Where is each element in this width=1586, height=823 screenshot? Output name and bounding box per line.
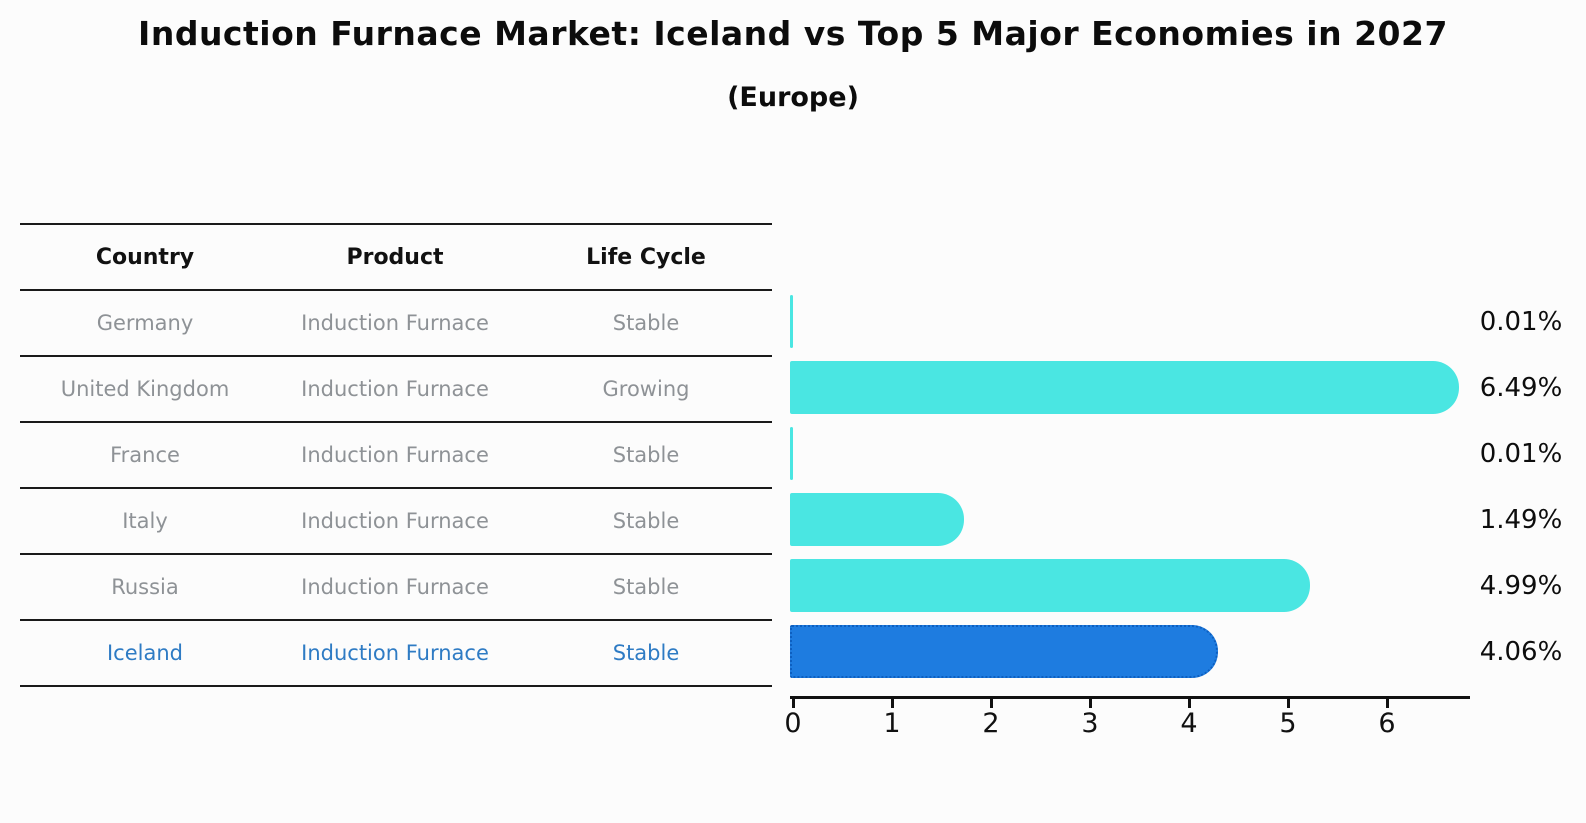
x-tick-6 (1386, 699, 1389, 708)
cell-country: United Kingdom (60, 377, 230, 401)
bar-italy (790, 493, 964, 546)
x-tick-label-5: 5 (1279, 708, 1297, 739)
value-label-russia: 4.99% (1479, 571, 1563, 601)
x-tick-label-0: 0 (784, 708, 802, 739)
cell-life-cycle: Stable (612, 311, 680, 335)
value-label-italy: 1.49% (1479, 505, 1563, 535)
value-label-iceland: 4.06% (1479, 637, 1563, 667)
x-tick-3 (1089, 699, 1092, 708)
x-tick-label-4: 4 (1180, 708, 1198, 739)
bar-row-germany: 0.01% (790, 289, 1586, 355)
cell-country: Russia (111, 575, 179, 599)
value-label-germany: 0.01% (1479, 307, 1563, 337)
cell-product: Induction Furnace (301, 311, 489, 335)
cell-life-cycle: Stable (612, 509, 680, 533)
table-row-russia: Russia Induction Furnace Stable (20, 555, 772, 621)
x-tick-2 (990, 699, 993, 708)
x-tick-label-1: 1 (883, 708, 901, 739)
chart-subtitle: (Europe) (727, 82, 859, 113)
bar-russia (790, 559, 1310, 612)
table-row-france: France Induction Furnace Stable (20, 423, 772, 489)
cell-country: Iceland (106, 641, 183, 665)
column-header-country: Country (95, 244, 195, 270)
x-tick-0 (792, 699, 795, 708)
table-header-row: Country Product Life Cycle (20, 225, 772, 291)
table-row-italy: Italy Induction Furnace Stable (20, 489, 772, 555)
bar-united-kingdom (790, 361, 1459, 414)
cell-product: Induction Furnace (301, 509, 489, 533)
x-tick-label-2: 2 (982, 708, 1000, 739)
table-row-united-kingdom: United Kingdom Induction Furnace Growing (20, 357, 772, 423)
cell-product: Induction Furnace (301, 641, 489, 665)
cell-country: Italy (122, 509, 168, 533)
table-row-germany: Germany Induction Furnace Stable (20, 291, 772, 357)
cell-life-cycle: Stable (612, 575, 680, 599)
bar-row-italy: 1.49% (790, 487, 1586, 553)
x-axis: 0 1 2 3 4 5 6 (784, 696, 1470, 756)
cell-life-cycle: Stable (612, 641, 680, 665)
bar-germany (790, 295, 793, 348)
column-header-life-cycle: Life Cycle (586, 244, 706, 270)
bar-france (790, 427, 793, 480)
x-tick-label-6: 6 (1378, 708, 1396, 739)
cell-life-cycle: Growing (602, 377, 690, 401)
country-table: Country Product Life Cycle Germany Induc… (20, 223, 772, 687)
cell-country: Germany (96, 311, 194, 335)
cell-country: France (110, 443, 180, 467)
bar-row-united-kingdom: 6.49% (790, 355, 1586, 421)
cell-product: Induction Furnace (301, 443, 489, 467)
chart-title: Induction Furnace Market: Iceland vs Top… (138, 14, 1448, 53)
x-axis-line (790, 696, 1470, 699)
x-tick-4 (1188, 699, 1191, 708)
column-header-product: Product (346, 244, 444, 270)
x-tick-label-3: 3 (1081, 708, 1099, 739)
table-row-iceland: Iceland Induction Furnace Stable (20, 621, 772, 687)
x-tick-1 (891, 699, 894, 708)
bar-row-russia: 4.99% (790, 553, 1586, 619)
bar-iceland (790, 625, 1218, 678)
bar-row-iceland: 4.06% (790, 619, 1586, 685)
bar-plot-area: 0.01% 6.49% 0.01% 1.49% 4.99% 4.06% (790, 289, 1586, 685)
cell-life-cycle: Stable (612, 443, 680, 467)
x-tick-5 (1287, 699, 1290, 708)
cell-product: Induction Furnace (301, 575, 489, 599)
value-label-united-kingdom: 6.49% (1479, 373, 1563, 403)
cell-product: Induction Furnace (301, 377, 489, 401)
value-label-france: 0.01% (1479, 439, 1563, 469)
bar-row-france: 0.01% (790, 421, 1586, 487)
